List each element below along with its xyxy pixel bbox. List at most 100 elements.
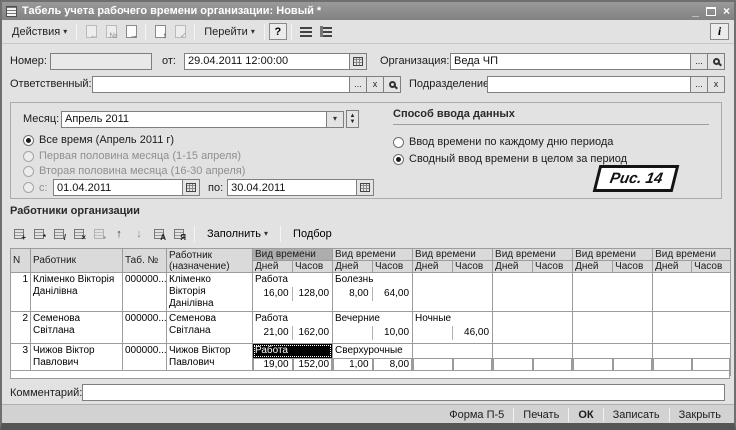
move-down-button[interactable]: ↓ — [136, 227, 142, 240]
close-form-button[interactable]: Закрыть — [678, 409, 721, 421]
ok-button[interactable]: ОК — [578, 409, 594, 421]
info-button[interactable]: i — [710, 23, 729, 40]
responsible-input[interactable] — [92, 75, 350, 93]
radio-daily-input[interactable]: Ввод времени по каждому дню периода — [393, 136, 613, 148]
cell-time-kind[interactable] — [652, 272, 732, 312]
cell-time-kind[interactable]: Работа 21,00 162,00 — [251, 311, 334, 344]
close-button[interactable]: × — [722, 4, 730, 18]
subcol-days: Дней — [572, 260, 614, 273]
footer-separator — [513, 408, 515, 422]
to-date-input[interactable] — [227, 179, 358, 196]
responsible-select-button[interactable]: ... — [350, 75, 367, 93]
table-scroll-area[interactable] — [10, 370, 730, 379]
month-spinner[interactable]: ▲ ▼ — [346, 110, 359, 128]
edit-row-button[interactable]: / — [50, 225, 68, 242]
sort-desc-button[interactable]: Я — [170, 225, 188, 242]
actions-menu[interactable]: Действия ▾ — [12, 25, 68, 38]
calendar-button[interactable] — [350, 52, 367, 70]
unpost-document-button[interactable]: ✓ — [170, 23, 190, 41]
cell-time-kind[interactable]: Вечерние 10,00 — [332, 311, 414, 344]
month-dropdown-button[interactable]: ▾ — [327, 110, 344, 128]
cell-employee-assignment[interactable]: Кліменко Вікторія Данілівна — [166, 272, 253, 312]
minimize-button[interactable]: _ — [692, 4, 699, 18]
footer-separator — [568, 408, 570, 422]
cell-time-kind[interactable]: Работа 16,00 128,00 — [251, 272, 334, 312]
organization-open-button[interactable] — [708, 52, 725, 70]
cell-time-kind[interactable] — [412, 272, 494, 312]
form-p5-button[interactable]: Форма П-5 — [449, 409, 505, 421]
calendar-icon — [186, 183, 196, 192]
department-clear-button[interactable]: x — [708, 75, 725, 93]
subcol-days: Дней — [412, 260, 454, 273]
radio-icon — [23, 182, 34, 193]
subcol-days: Дней — [652, 260, 693, 273]
responsible-clear-button[interactable]: x — [367, 75, 384, 93]
cell-time-kind[interactable]: Ночные 46,00 — [412, 311, 494, 344]
radio-custom-period[interactable]: с: по: — [23, 179, 375, 196]
help-button[interactable]: ? — [268, 23, 287, 40]
number-label: Номер: — [10, 55, 47, 67]
print-button[interactable]: Печать — [523, 409, 560, 421]
radio-summary-input[interactable]: Сводный ввод времени в целом за период — [393, 153, 627, 165]
radio-all-time[interactable]: Все время (Апрель 2011 г) — [23, 134, 174, 146]
radio-second-half[interactable]: Вторая половина месяца (16-30 апреля) — [23, 165, 245, 177]
sort-asc-button[interactable]: А — [150, 225, 168, 242]
post-document-button[interactable]: ↑ — [150, 23, 170, 41]
spin-up-icon: ▲ — [349, 113, 356, 119]
chevron-down-icon: ▾ — [332, 114, 337, 123]
edit-row-icon: / — [54, 228, 66, 242]
go-menu[interactable]: Перейти ▾ — [204, 25, 255, 38]
cell-time-kind[interactable] — [492, 311, 574, 344]
toolbar-separator — [76, 23, 78, 40]
cell-employee-assignment[interactable]: Семенова Світлана — [166, 311, 253, 344]
cell-tab-number[interactable]: 000000... — [122, 272, 167, 312]
header-fields-row-1: Номер: от: Организация: ... — [10, 52, 725, 70]
main-toolbar: Действия ▾ ← № → ↑ ✓ Перейти ▾ ? i — [2, 20, 734, 44]
calendar-button[interactable] — [183, 179, 200, 196]
fill-menu-button[interactable]: Заполнить ▾ — [207, 227, 269, 240]
set-number-button[interactable]: № — [101, 23, 121, 41]
department-select-button[interactable]: ... — [691, 75, 708, 93]
col-header-time-kind-1: Вид времени — [251, 248, 334, 261]
cell-employee[interactable]: Семенова Світлана — [30, 311, 123, 344]
comment-input[interactable] — [82, 384, 725, 401]
number-input[interactable] — [50, 52, 152, 70]
cell-time-kind[interactable] — [572, 311, 654, 344]
structure-button[interactable] — [316, 23, 336, 41]
journal-button[interactable] — [296, 23, 316, 41]
move-up-button[interactable]: ↑ — [116, 227, 122, 240]
from-date-input[interactable] — [53, 179, 183, 196]
calendar-button[interactable] — [357, 179, 375, 196]
add-row-button[interactable]: + — [10, 225, 28, 242]
cell-tab-number[interactable]: 000000... — [122, 311, 167, 344]
cell-time-kind[interactable] — [652, 311, 732, 344]
toolbar-separator — [290, 23, 292, 40]
cell-time-kind[interactable] — [492, 272, 574, 312]
cell-n[interactable]: 2 — [10, 311, 31, 344]
copy-row-button[interactable]: * — [30, 225, 48, 242]
cell-time-kind-selected[interactable]: Работа 19,00 152,00 — [251, 343, 334, 376]
subcol-hours: Часов — [372, 260, 414, 273]
save-button[interactable]: Записать — [612, 409, 660, 421]
cell-n[interactable]: 1 — [10, 272, 31, 312]
date-label: от: — [162, 55, 176, 67]
cell-time-kind[interactable] — [572, 272, 654, 312]
maximize-button[interactable] — [705, 6, 716, 16]
pick-button[interactable]: Подбор — [293, 227, 332, 240]
month-input[interactable] — [61, 110, 327, 128]
end-edit-button[interactable]: ▪ — [90, 225, 108, 242]
col-header-tab-number: Таб. № — [122, 248, 167, 273]
radio-first-half[interactable]: Первая половина месяца (1-15 апреля) — [23, 150, 241, 162]
date-input[interactable] — [184, 52, 350, 70]
cell-time-kind[interactable]: Болезнь 8,00 64,00 — [332, 272, 414, 312]
organization-input[interactable] — [450, 52, 691, 70]
responsible-open-button[interactable] — [384, 75, 401, 93]
organization-select-button[interactable]: ... — [691, 52, 708, 70]
department-input[interactable] — [487, 75, 691, 93]
cell-employee[interactable]: Кліменко Вікторія Данілівна — [30, 272, 123, 312]
comment-row: Комментарий: — [10, 384, 725, 401]
copy-document-button[interactable]: → — [121, 23, 141, 41]
reread-button[interactable]: ← — [81, 23, 101, 41]
delete-row-button[interactable]: × — [70, 225, 88, 242]
